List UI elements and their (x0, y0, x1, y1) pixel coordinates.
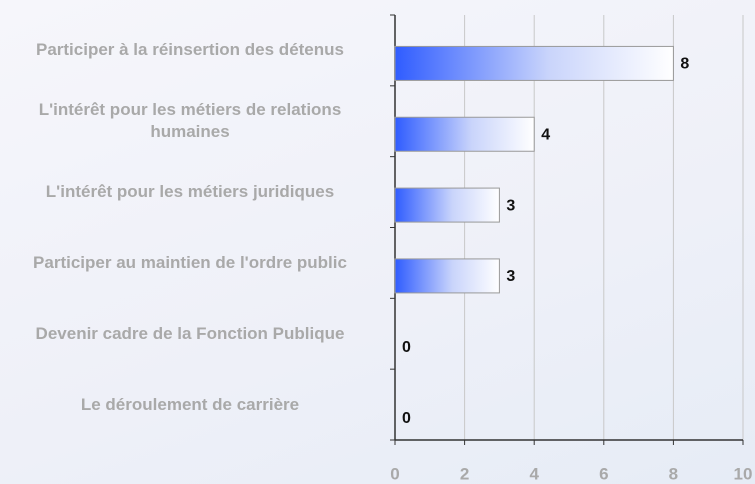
page: {"chart_data": {"type": "bar", "orientat… (0, 0, 755, 484)
category-label: L'intérêt pour les métiers de relations … (0, 99, 380, 143)
category-label: Le déroulement de carrière (0, 394, 380, 416)
bar (395, 117, 534, 151)
x-tick-label: 10 (734, 464, 753, 483)
x-tick-label: 4 (529, 464, 539, 483)
bar (395, 259, 499, 293)
x-tick-label: 2 (460, 464, 469, 483)
value-label: 3 (506, 268, 515, 285)
bar (395, 46, 673, 80)
value-label: 3 (506, 197, 515, 214)
category-label: Participer au maintien de l'ordre public (0, 252, 380, 274)
value-label: 0 (402, 410, 411, 427)
x-tick-label: 6 (599, 464, 608, 483)
value-label: 4 (541, 126, 550, 143)
x-tick-label: 0 (390, 464, 399, 483)
bar (395, 188, 499, 222)
category-label: Devenir cadre de la Fonction Publique (0, 323, 380, 345)
value-label: 0 (402, 339, 411, 356)
category-label: L'intérêt pour les métiers juridiques (0, 181, 380, 203)
value-label: 8 (680, 56, 689, 73)
x-tick-label: 8 (669, 464, 678, 483)
category-label: Participer à la réinsertion des détenus (0, 39, 380, 61)
